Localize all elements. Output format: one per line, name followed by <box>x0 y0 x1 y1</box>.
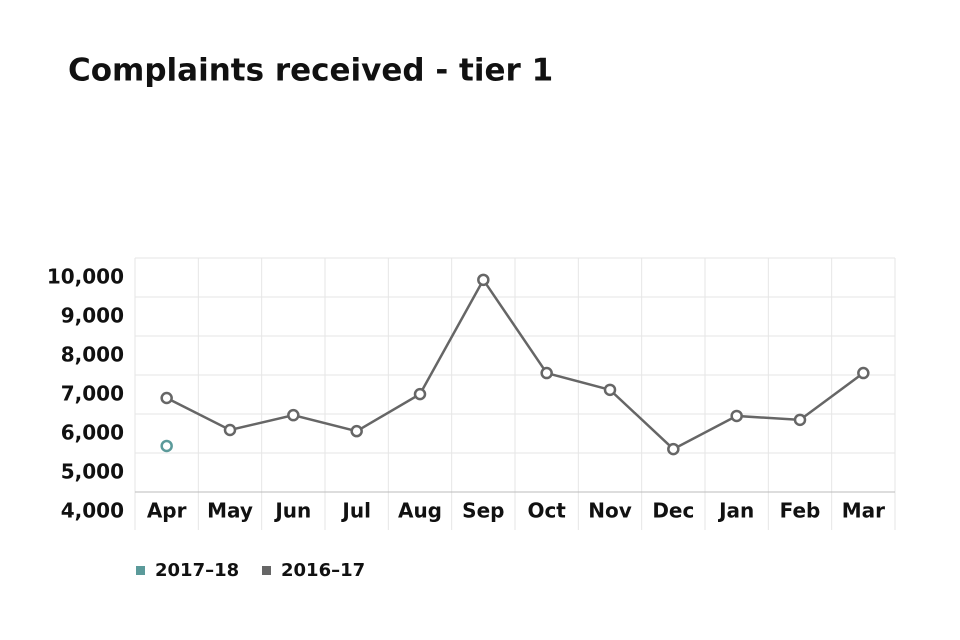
data-point <box>160 439 173 453</box>
x-tick-label: May <box>207 499 253 523</box>
x-tick-label: Oct <box>527 499 566 523</box>
chart-title: Complaints received - tier 1 <box>68 53 553 89</box>
data-point <box>730 409 743 423</box>
x-tick-label: Mar <box>842 499 885 523</box>
x-tick-label: Jan <box>717 499 754 523</box>
data-point <box>603 383 617 397</box>
y-tick-label: 10,000 <box>47 265 124 289</box>
y-tick-label: 8,000 <box>61 343 124 367</box>
legend-label: 2016–17 <box>281 560 365 581</box>
data-point <box>857 366 870 380</box>
y-tick-label: 6,000 <box>61 421 124 445</box>
data-point <box>223 423 237 437</box>
y-tick-label: 5,000 <box>61 460 124 484</box>
x-tick-label: Jul <box>340 499 371 523</box>
x-tick-label: Feb <box>780 499 821 523</box>
data-point <box>477 273 490 287</box>
y-tick-label: 9,000 <box>61 304 124 328</box>
data-point <box>413 387 427 401</box>
x-tick-label: Dec <box>652 499 694 523</box>
y-tick-label: 4,000 <box>61 499 124 523</box>
x-tick-label: Nov <box>588 499 632 523</box>
x-tick-label: Apr <box>147 499 187 523</box>
legend-swatch <box>262 566 271 575</box>
data-point <box>667 442 680 456</box>
x-tick-label: Jun <box>273 499 311 523</box>
series-line <box>166 277 865 451</box>
legend-label: 2017–18 <box>155 560 239 581</box>
x-tick-label: Aug <box>398 499 442 523</box>
data-point <box>350 424 363 438</box>
data-point <box>287 408 300 422</box>
data-point <box>160 391 173 405</box>
data-point <box>540 366 553 380</box>
data-point <box>793 413 807 427</box>
y-tick-label: 7,000 <box>61 382 124 406</box>
x-tick-label: Sep <box>462 499 504 523</box>
legend-swatch <box>136 566 145 575</box>
